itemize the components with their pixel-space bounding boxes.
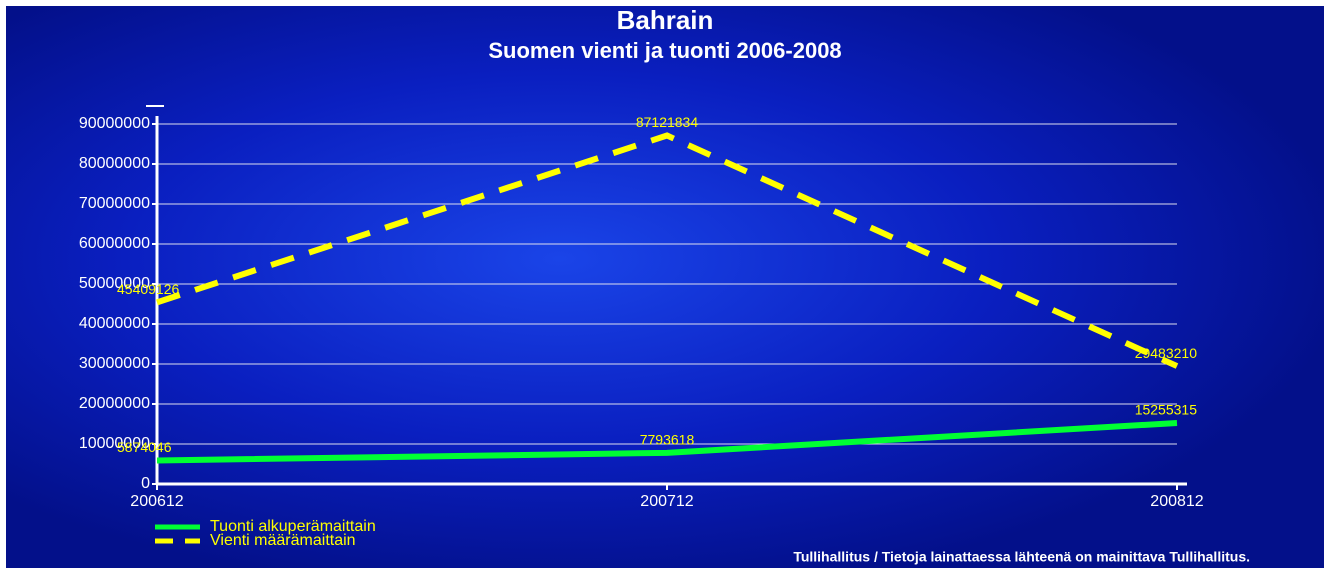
data-label: 7793618 <box>640 432 695 448</box>
y-tick-label: 0 <box>141 475 150 492</box>
y-tick-label: 90000000 <box>79 115 150 132</box>
series-line <box>156 132 1179 369</box>
y-tick-label: 70000000 <box>79 195 150 212</box>
data-label: 5874046 <box>117 439 172 455</box>
y-tick-label: 60000000 <box>79 235 150 252</box>
series-line <box>156 419 1178 464</box>
x-tick-label: 200812 <box>1150 493 1203 510</box>
y-tick-label: 80000000 <box>79 155 150 172</box>
legend-label: Tuonti alkuperämaittain <box>210 518 376 535</box>
x-tick-label: 200712 <box>640 493 693 510</box>
y-tick-label: 20000000 <box>79 395 150 412</box>
y-tick-label: 50000000 <box>79 275 150 292</box>
y-tick-label: 30000000 <box>79 355 150 372</box>
y-tick-label: 40000000 <box>79 315 150 332</box>
source-note: Tullihallitus / Tietoja lainattaessa läh… <box>793 549 1250 565</box>
data-label: 87121834 <box>636 114 699 130</box>
legend-label: Vienti määrämaittain <box>210 532 356 549</box>
y-tick-label: 10000000 <box>79 435 150 452</box>
chart-title: Bahrain <box>617 5 714 35</box>
x-tick-label: 200612 <box>130 493 183 510</box>
chart-subtitle: Suomen vienti ja tuonti 2006-2008 <box>488 38 841 63</box>
data-label: 15255315 <box>1135 402 1198 418</box>
data-label: 29483210 <box>1135 345 1198 361</box>
data-label: 45409126 <box>117 281 180 297</box>
background <box>6 6 1324 568</box>
